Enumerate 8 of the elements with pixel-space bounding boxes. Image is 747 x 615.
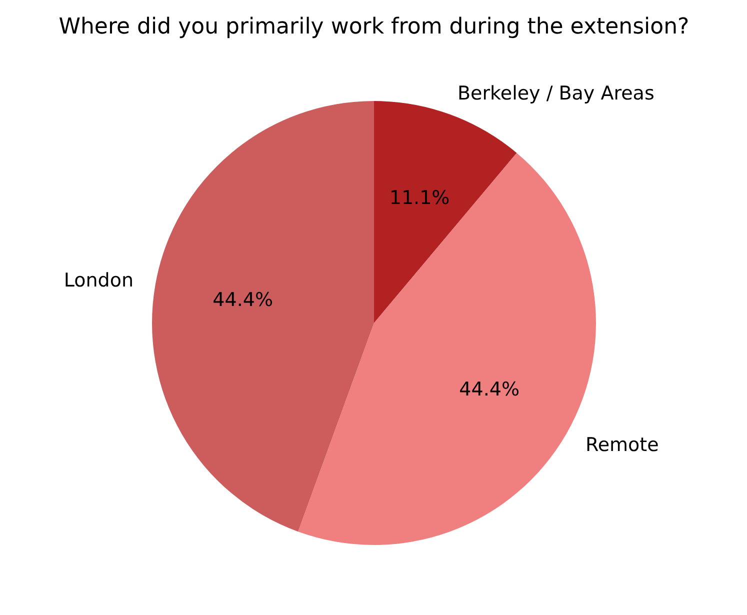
data-label: 44.4% <box>459 378 520 401</box>
slice-label: Berkeley / Bay Areas <box>458 82 654 105</box>
slice-label: London <box>64 270 134 292</box>
chart-title: Where did you primarily work from during the extension? <box>58 14 690 40</box>
data-label: 11.1% <box>389 186 450 209</box>
pie-slice <box>152 101 374 532</box>
slice-label: Remote <box>585 434 659 456</box>
data-label: 44.4% <box>212 288 274 311</box>
